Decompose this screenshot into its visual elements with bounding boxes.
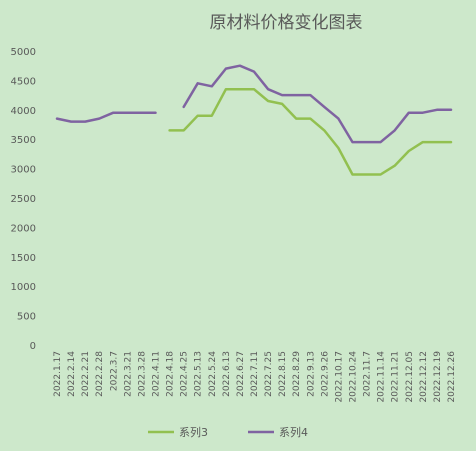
y-tick-label: 1000	[11, 282, 36, 293]
x-tick-label: 2022.1.17	[53, 351, 63, 397]
x-tick-label: 2022.6.27	[236, 351, 246, 397]
y-axis: 0 500 1000 1500 2000 2500 3000 3500 4000 4500 5000	[11, 47, 36, 352]
x-tick-label: 2022.6.13	[222, 351, 232, 397]
series-line	[55, 64, 453, 144]
plot-area	[55, 64, 453, 176]
chart-title: 原材料价格变化图表	[210, 13, 363, 33]
y-tick-label: 2000	[11, 223, 36, 234]
x-tick-label: 2022.9.26	[320, 351, 330, 397]
x-tick-label: 2022.3.21	[123, 351, 133, 397]
x-tick-label: 2022.12.12	[419, 351, 429, 403]
x-tick-label: 2022.11.7	[363, 351, 373, 397]
x-tick-label: 2022.4.11	[152, 351, 162, 397]
x-tick-label: 2022.3.28	[137, 351, 147, 397]
x-tick-label: 2022.5.24	[208, 351, 218, 397]
x-tick-label: 2022.11.14	[377, 351, 387, 403]
legend-label: 系列3	[179, 425, 208, 439]
x-tick-label: 2022.8.15	[278, 351, 288, 397]
x-tick-label: 2022.10.17	[334, 351, 344, 403]
x-tick-label: 2022.4.18	[166, 351, 176, 397]
x-tick-label: 2022.4.25	[180, 351, 190, 397]
x-tick-label: 2022.12.26	[447, 351, 457, 403]
y-tick-label: 1500	[11, 253, 36, 264]
y-tick-label: 4000	[11, 106, 36, 117]
x-tick-label: 2022.7.11	[250, 351, 260, 397]
x-tick-label: 2022.2.14	[67, 351, 77, 397]
x-tick-label: 2022.12.05	[405, 351, 415, 403]
y-tick-label: 5000	[11, 47, 36, 58]
x-tick-label: 2022.3.7	[109, 351, 119, 391]
x-tick-label: 2022.2.21	[81, 351, 91, 397]
x-tick-label: 2022.8.29	[292, 351, 302, 397]
x-tick-label: 2022.2.28	[95, 351, 105, 397]
x-tick-label: 2022.9.13	[306, 351, 316, 397]
x-tick-label: 2022.10.24	[348, 351, 358, 403]
x-axis: 2022.1.17 2022.2.14 2022.2.21 2022.2.28 2022…	[53, 351, 457, 403]
series-line	[168, 87, 453, 176]
legend: 系列3 系列4	[148, 425, 308, 439]
y-tick-label: 3500	[11, 135, 36, 146]
y-tick-label: 3000	[11, 165, 36, 176]
x-tick-label: 2022.11.21	[391, 351, 401, 403]
y-tick-label: 2500	[11, 194, 36, 205]
y-tick-label: 0	[30, 341, 36, 352]
y-tick-label: 4500	[11, 76, 36, 87]
x-tick-label: 2022.7.25	[264, 351, 274, 397]
x-tick-label: 2022.5.13	[194, 351, 204, 397]
legend-label: 系列4	[279, 425, 308, 439]
y-tick-label: 500	[17, 312, 36, 323]
x-tick-label: 2022.12.19	[433, 351, 443, 403]
